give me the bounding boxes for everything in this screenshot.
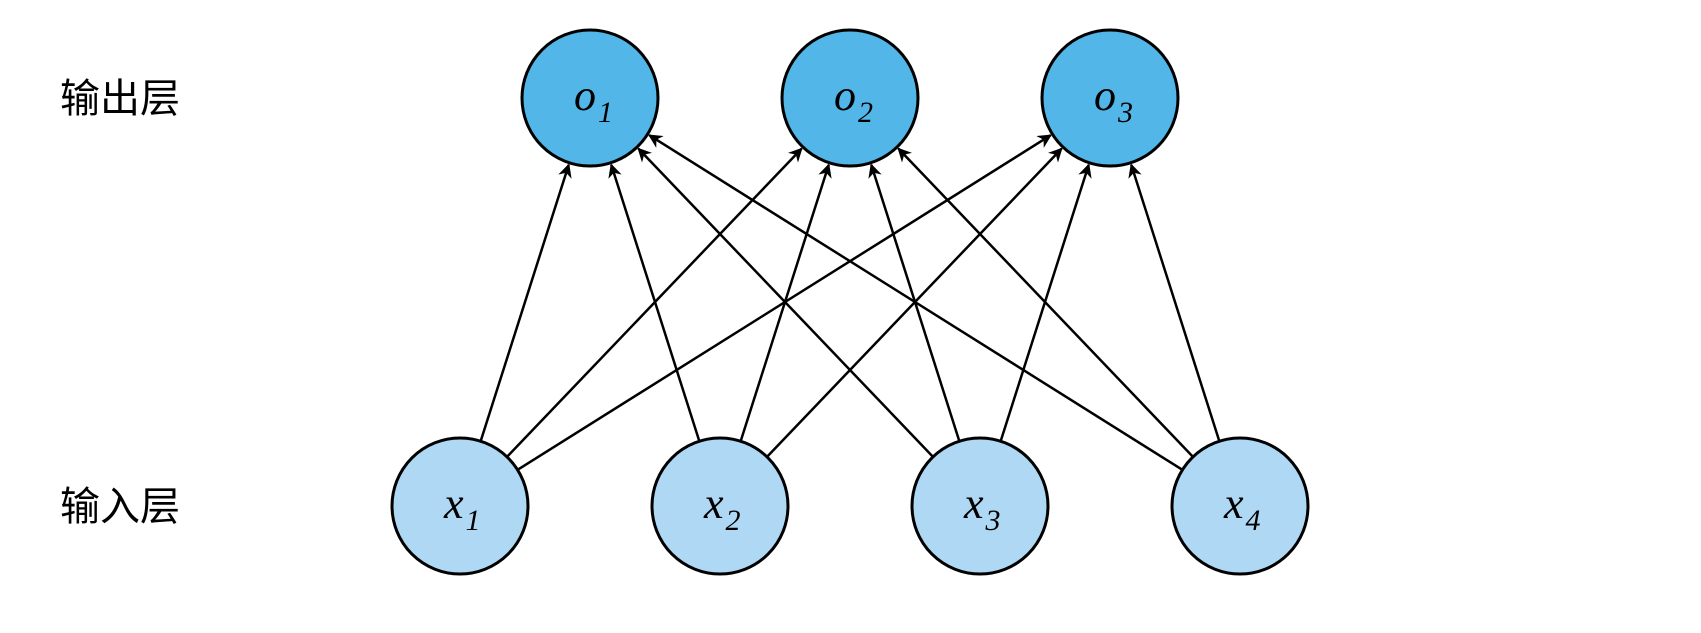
node-x2-label-sub: 2 bbox=[726, 504, 741, 537]
node-x4-label-main: x bbox=[1223, 479, 1244, 528]
node-x3: x3 bbox=[912, 438, 1048, 574]
node-x4-label-sub: 4 bbox=[1246, 504, 1261, 537]
node-x3-label-main: x bbox=[963, 479, 984, 528]
node-o1-label-sub: 1 bbox=[598, 96, 613, 129]
node-o3: o3 bbox=[1042, 30, 1178, 166]
node-o1-label-main: o bbox=[574, 71, 596, 120]
neural-network-diagram: x1x2x3x4o1o2o3输出层输入层 bbox=[0, 0, 1701, 633]
node-x1-label-sub: 1 bbox=[466, 504, 481, 537]
node-o1: o1 bbox=[522, 30, 658, 166]
node-x1: x1 bbox=[392, 438, 528, 574]
node-o2-label-sub: 2 bbox=[858, 96, 873, 129]
node-o3-label-main: o bbox=[1094, 71, 1116, 120]
output-label: 输出层 bbox=[60, 76, 180, 121]
node-x1-label-main: x bbox=[443, 479, 464, 528]
node-o2: o2 bbox=[782, 30, 918, 166]
node-x2: x2 bbox=[652, 438, 788, 574]
node-x3-label-sub: 3 bbox=[985, 504, 1001, 537]
input-label: 输入层 bbox=[60, 484, 180, 529]
node-x4: x4 bbox=[1172, 438, 1308, 574]
node-o3-label-sub: 3 bbox=[1117, 96, 1133, 129]
node-o2-label-main: o bbox=[834, 71, 856, 120]
node-x2-label-main: x bbox=[703, 479, 724, 528]
